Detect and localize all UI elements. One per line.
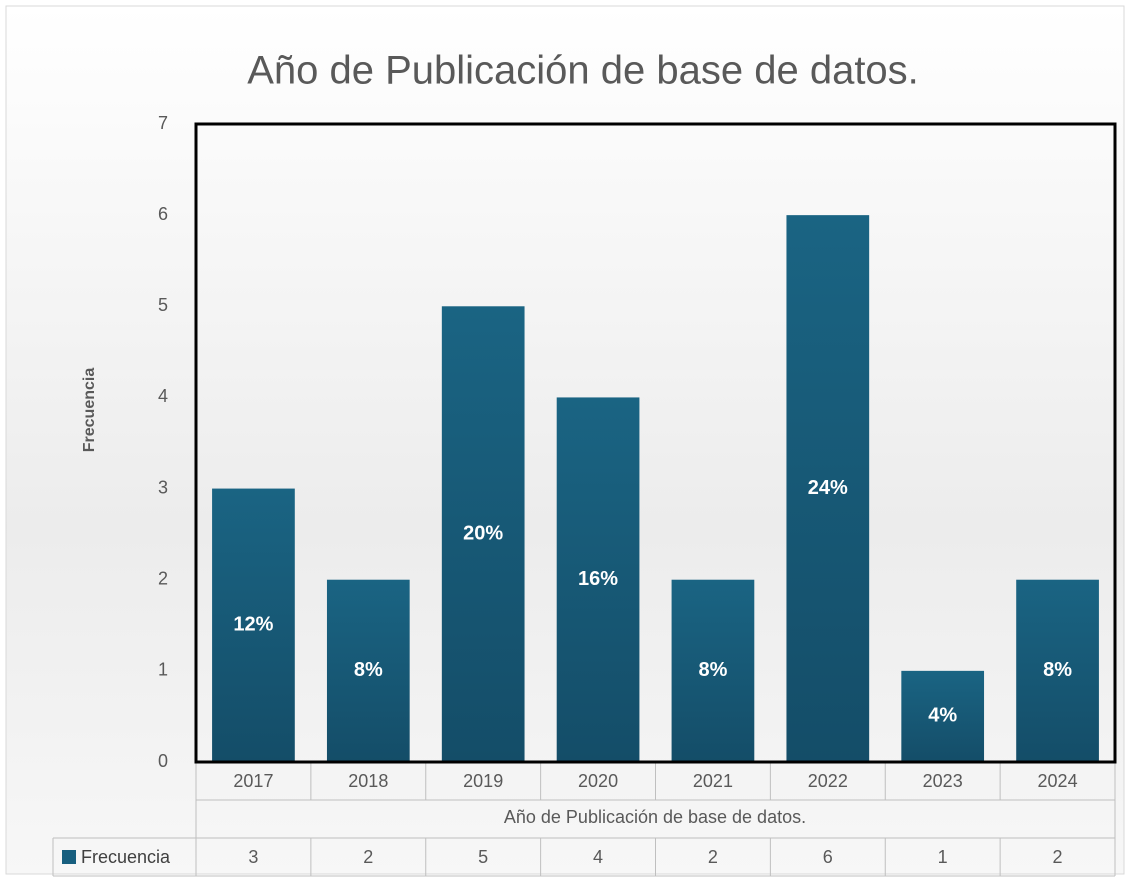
data-label: 16% <box>578 568 618 590</box>
table-value: 2 <box>708 847 718 867</box>
x-tick-label: 2017 <box>233 771 273 791</box>
data-label: 4% <box>928 705 957 727</box>
bar <box>326 579 410 762</box>
bar <box>901 670 985 762</box>
y-tick-label: 4 <box>158 386 168 406</box>
x-tick-label: 2018 <box>348 771 388 791</box>
y-tick-label: 5 <box>158 295 168 315</box>
bar <box>441 306 525 762</box>
table-value: 3 <box>248 847 258 867</box>
data-label: 20% <box>463 522 503 544</box>
table-value: 1 <box>938 847 948 867</box>
legend-swatch <box>62 850 76 864</box>
x-axis-label: Año de Publicación de base de datos. <box>504 807 806 827</box>
y-axis-label: Frecuencia <box>81 368 98 453</box>
data-label: 24% <box>808 477 848 499</box>
table-value: 6 <box>823 847 833 867</box>
bar <box>1016 579 1099 762</box>
y-tick-label: 1 <box>158 660 168 680</box>
table-value: 2 <box>1053 847 1063 867</box>
chart-title: Año de Publicación de base de datos. <box>247 49 919 93</box>
bar <box>556 397 640 762</box>
table-value: 5 <box>478 847 488 867</box>
bar <box>786 215 870 763</box>
plot-border <box>194 122 1117 764</box>
x-tick-label: 2023 <box>923 771 963 791</box>
x-tick-label: 2019 <box>463 771 503 791</box>
data-label: 8% <box>698 659 727 681</box>
y-tick-label: 7 <box>158 113 168 133</box>
x-tick-label: 2020 <box>578 771 618 791</box>
x-tick-label: 2024 <box>1038 771 1078 791</box>
bar <box>671 579 755 762</box>
x-tick-label: 2022 <box>808 771 848 791</box>
data-label: 8% <box>354 659 383 681</box>
y-tick-label: 3 <box>158 477 168 497</box>
y-tick-label: 0 <box>158 751 168 771</box>
table-value: 4 <box>593 847 603 867</box>
y-tick-label: 6 <box>158 204 168 224</box>
data-label: 12% <box>233 614 273 636</box>
bar <box>212 488 295 762</box>
x-tick-label: 2021 <box>693 771 733 791</box>
table-value: 2 <box>363 847 373 867</box>
legend-label: Frecuencia <box>81 847 171 867</box>
data-label: 8% <box>1043 659 1072 681</box>
y-tick-label: 2 <box>158 568 168 588</box>
